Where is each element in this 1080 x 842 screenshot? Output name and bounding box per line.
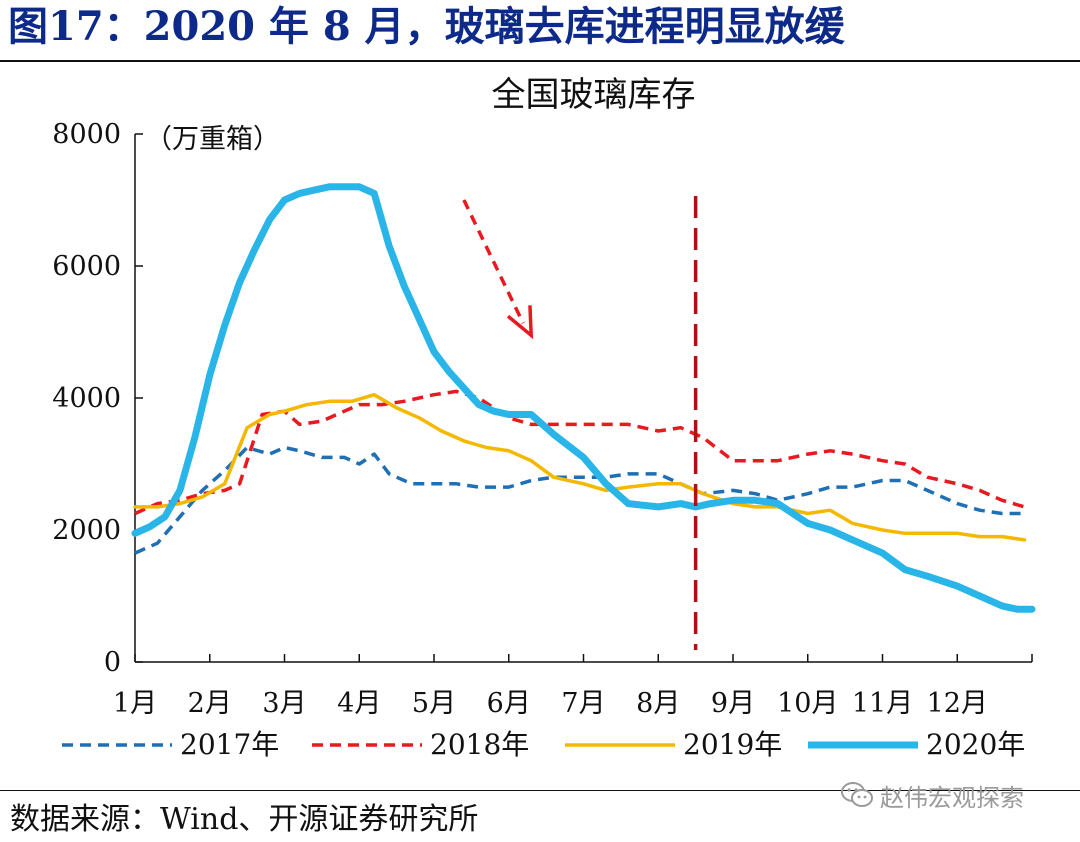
wechat-icon [841,782,873,807]
y-tick-label: 8000 [52,119,121,150]
x-tick-label: 3月 [262,688,306,719]
trend-arrow-head [506,305,534,340]
chart-title: 全国玻璃库存 [492,75,696,115]
watermark: 赵伟宏观探索 [840,778,1024,812]
y-tick-label: 2000 [52,515,121,546]
source-note: 数据来源：Wind、开源证券研究所 [10,802,479,837]
legend-label-2020年: 2020年 [926,728,1025,761]
series-line-2020年 [131,183,1036,613]
x-tick-label: 9月 [711,688,755,719]
x-tick-label: 5月 [412,688,456,719]
x-tick-label: 2月 [188,688,232,719]
y-unit-label: （万重箱） [145,124,280,155]
x-tick-label: 4月 [337,688,381,719]
legend-label-2019年: 2019年 [683,728,782,761]
x-tick-label: 6月 [487,688,531,719]
y-tick-label: 0 [104,647,121,678]
figure-title: 图17：2020 年 8 月，玻璃去库进程明显放缓 [8,3,845,50]
y-tick-label: 4000 [52,383,121,414]
series-line-2017年 [134,445,1025,555]
x-tick-label: 1月 [113,688,157,719]
trend-arrow-line [462,199,525,325]
legend-label-2018年: 2018年 [430,728,529,761]
series-line-2019年 [133,392,1027,542]
x-tick-label: 10月 [777,688,838,719]
figure-header: 图17：2020 年 8 月，玻璃去库进程明显放缓 [8,2,1072,58]
legend-label-2017年: 2017年 [180,728,279,761]
x-tick-label: 11月 [852,688,913,719]
watermark-text: 赵伟宏观探索 [880,783,1024,812]
inventory-line-chart: 全国玻璃库存 0 2000 4000 6000 8000 （万重箱） 1月 2月 3月 4月 5月 6月… [52,75,1036,761]
x-tick-label: 7月 [561,688,605,719]
top-rule [0,60,1080,62]
x-tick-label: 12月 [927,688,988,719]
x-tick-label: 8月 [636,688,680,719]
bottom-rule [0,790,1080,791]
y-tick-label: 6000 [52,251,121,282]
